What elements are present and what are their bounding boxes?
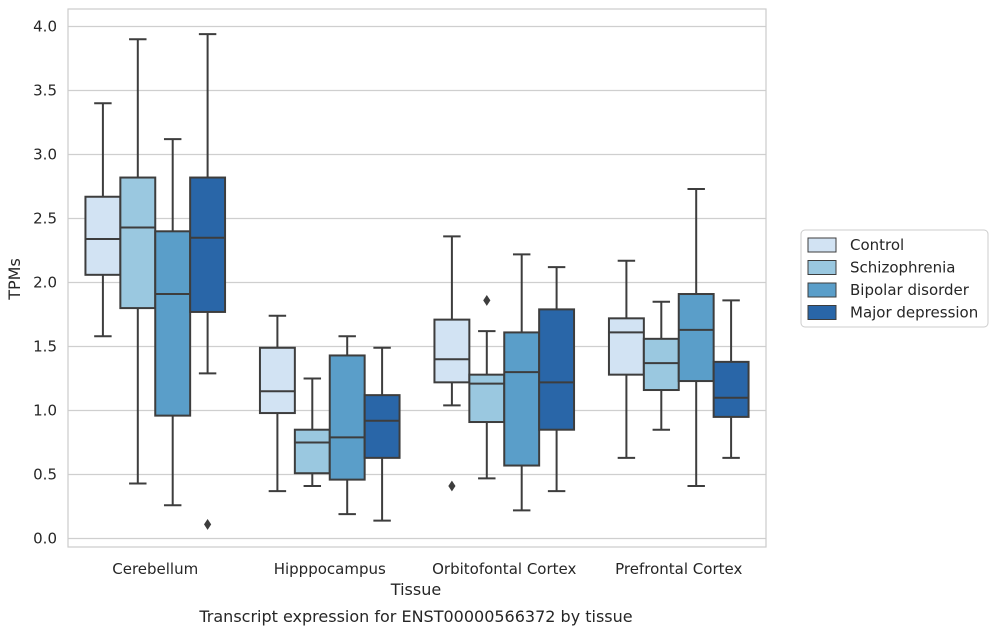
y-axis-ticks: 0.0 0.5 1.0 1.5 2.0 2.5 3.0 3.5 4.0 [33,18,57,548]
x-tick-label: Prefrontal Cortex [615,560,742,578]
x-axis-label: Tissue [390,580,441,599]
box-iqr [293,428,331,475]
series-schizophrenia [119,38,680,488]
x-tick-label: Hipppocampus [274,560,386,578]
box-hipppocampus [328,335,366,516]
y-tick-label: 3.5 [33,82,57,100]
box-hipppocampus [258,314,296,493]
outlier-marker [483,295,491,306]
outlier-marker [204,519,212,530]
box-cerebellum [154,138,192,507]
box-iqr [84,195,122,276]
box-hipppocampus [293,377,331,488]
box-iqr [328,354,366,481]
legend-label: Major depression [850,304,978,322]
box-iqr [538,308,576,431]
box-iqr [503,331,541,467]
box-orbitofontal-cortex [468,295,506,480]
box-cerebellum [119,38,157,485]
outlier-marker [448,480,456,492]
box-iqr [258,346,296,415]
y-tick-label: 2.5 [33,210,57,228]
box-iqr [154,230,192,417]
box-prefrontal-cortex [642,300,680,431]
legend-label: Bipolar disorder [850,281,970,299]
legend-swatch [807,282,837,298]
box-iqr [433,318,471,384]
box-prefrontal-cortex [607,259,645,459]
box-prefrontal-cortex [677,188,715,488]
y-tick-label: 0.5 [33,466,57,484]
box-orbitofontal-cortex [503,253,541,512]
chart-caption: Transcript expression for ENST0000056637… [198,607,632,626]
box-iqr [363,394,401,459]
legend-swatch [807,260,837,275]
legend-swatch [807,237,837,253]
y-tick-label: 0.0 [33,530,57,548]
x-axis-ticks: Cerebellum Hipppocampus Orbitofontal Corte… [112,560,742,578]
series-major-depression [189,33,750,530]
box-iqr [468,373,506,424]
y-axis-label: TPMs [5,258,24,301]
box-iqr [677,293,715,383]
series-control [84,102,645,493]
x-tick-label: Orbitofontal Cortex [432,560,576,578]
plot-area-frame [67,8,767,548]
legend-label: Control [850,236,904,254]
box-orbitofontal-cortex [433,235,471,492]
x-tick-label: Cerebellum [112,560,198,578]
box-iqr [607,317,645,376]
box-cerebellum [84,102,122,338]
y-tick-label: 1.0 [33,402,57,420]
box-hipppocampus [363,346,401,522]
box-cerebellum [189,33,227,530]
box-prefrontal-cortex [712,299,750,459]
legend-swatch [807,305,837,320]
legend-frame [800,229,989,328]
y-tick-label: 4.0 [33,18,57,36]
box-iqr [642,337,680,392]
y-tick-label: 1.5 [33,338,57,356]
box-iqr [712,360,750,418]
box-series [84,33,750,530]
box-orbitofontal-cortex [538,266,576,493]
y-tick-label: 3.0 [33,146,57,164]
legend: Control Schizophrenia Bipolar disorder Majo… [800,229,989,328]
legend-label: Schizophrenia [850,259,955,277]
box-iqr [119,176,157,310]
y-tick-label: 2.0 [33,274,57,292]
box-iqr [189,176,227,313]
